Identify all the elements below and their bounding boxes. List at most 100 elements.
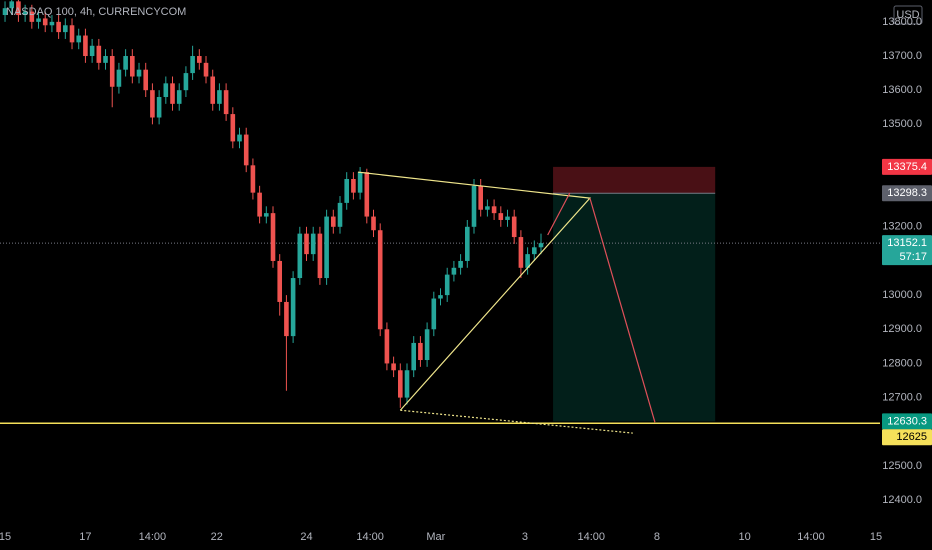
y-tick-label: 13000.0 bbox=[882, 289, 922, 301]
x-tick-label: 15 bbox=[870, 531, 882, 543]
candle-body bbox=[485, 206, 490, 210]
candle-body bbox=[404, 370, 410, 398]
y-tick-label: 12700.0 bbox=[882, 391, 922, 403]
candle-body bbox=[230, 114, 236, 142]
candle-body bbox=[136, 69, 142, 77]
candle-body bbox=[277, 260, 283, 302]
stop-zone bbox=[553, 166, 716, 194]
candle-body bbox=[451, 267, 457, 275]
candle-body bbox=[223, 90, 229, 115]
candle-body bbox=[203, 62, 209, 77]
x-tick-label: 14:00 bbox=[797, 531, 825, 543]
candle-body bbox=[478, 185, 484, 210]
candle-body bbox=[364, 172, 370, 217]
x-tick-label: 14:00 bbox=[356, 531, 384, 543]
candle-body bbox=[56, 21, 61, 33]
entry-price-label: 13298.3 bbox=[887, 187, 927, 199]
candle-body bbox=[444, 274, 450, 296]
candle-body bbox=[538, 243, 544, 248]
candle-body bbox=[89, 45, 95, 57]
x-tick-label: 22 bbox=[211, 531, 223, 543]
candle-body bbox=[83, 35, 88, 57]
candle-body bbox=[156, 97, 162, 118]
candle-body bbox=[150, 90, 155, 118]
candle-body bbox=[2, 8, 8, 16]
candle-body bbox=[331, 216, 336, 227]
stop-price-label: 13375.4 bbox=[887, 161, 927, 173]
y-tick-label: 13500.0 bbox=[882, 118, 922, 130]
candle-body bbox=[465, 226, 470, 261]
candle-body bbox=[384, 329, 390, 364]
candle-body bbox=[471, 185, 477, 227]
candle-body bbox=[377, 230, 383, 330]
x-tick-label: 15 bbox=[0, 531, 11, 543]
y-tick-label: 13800.0 bbox=[882, 16, 922, 28]
candle-body bbox=[163, 83, 169, 98]
candle-body bbox=[63, 25, 68, 33]
candle-body bbox=[183, 73, 189, 91]
x-tick-label: Mar bbox=[426, 531, 445, 543]
trend-drawing bbox=[400, 409, 633, 434]
candle-body bbox=[130, 56, 135, 77]
y-tick-label: 13600.0 bbox=[882, 84, 922, 96]
candle-body bbox=[284, 301, 289, 337]
candle-body bbox=[29, 11, 35, 22]
candle-body bbox=[505, 216, 510, 220]
x-tick-label: 8 bbox=[654, 531, 660, 543]
y-tick-label: 12500.0 bbox=[882, 460, 922, 472]
target-price-label: 12630.3 bbox=[887, 415, 927, 427]
candle-body bbox=[69, 25, 75, 43]
candle-body bbox=[491, 206, 497, 214]
candle-body bbox=[371, 216, 376, 231]
candle-body bbox=[290, 278, 296, 337]
candle-body bbox=[344, 178, 350, 203]
candle-body bbox=[103, 56, 108, 63]
y-tick-label: 12400.0 bbox=[882, 494, 922, 506]
x-tick-label: 14:00 bbox=[139, 531, 167, 543]
trend-drawing bbox=[589, 197, 656, 423]
candle-body bbox=[210, 76, 216, 104]
y-tick-label: 13700.0 bbox=[882, 50, 922, 62]
candle-body bbox=[170, 83, 175, 104]
candle-body bbox=[176, 90, 182, 104]
candle-body bbox=[431, 298, 437, 330]
candle-body bbox=[9, 1, 15, 9]
candle-body bbox=[351, 178, 356, 193]
candle-body bbox=[498, 213, 504, 220]
candle-body bbox=[123, 56, 128, 70]
x-tick-label: 3 bbox=[522, 531, 528, 543]
last-price-label: 13152.1 bbox=[887, 237, 927, 249]
candle-body bbox=[297, 233, 303, 279]
currency-button[interactable] bbox=[893, 5, 923, 25]
candle-body bbox=[257, 192, 262, 217]
entry-price-label-bg bbox=[882, 185, 932, 202]
candle-body bbox=[317, 233, 323, 279]
candle-body bbox=[304, 233, 309, 255]
candle-body bbox=[324, 216, 329, 279]
candle-body bbox=[237, 134, 242, 142]
candle-body bbox=[96, 45, 102, 63]
x-tick-label: 14:00 bbox=[577, 531, 605, 543]
candle-body bbox=[411, 342, 417, 371]
candle-body bbox=[518, 237, 524, 268]
stop-price-label-bg bbox=[882, 158, 932, 175]
candle-body bbox=[264, 213, 269, 217]
candle-body bbox=[525, 254, 530, 268]
y-tick-label: 12800.0 bbox=[882, 357, 922, 369]
countdown-label: 57:17 bbox=[899, 251, 927, 263]
candle-body bbox=[197, 56, 202, 63]
candle-body bbox=[337, 202, 343, 227]
last-price-label-bg bbox=[882, 235, 932, 266]
candle-body bbox=[143, 69, 149, 91]
candle-body bbox=[310, 233, 316, 255]
candle-body bbox=[217, 90, 222, 104]
x-tick-label: 17 bbox=[79, 531, 91, 543]
hline-price-label: 12625 bbox=[896, 431, 927, 443]
candle-body bbox=[36, 18, 41, 22]
hline-price-label-bg bbox=[882, 429, 932, 446]
candle-body bbox=[424, 329, 430, 361]
y-tick-label: 12900.0 bbox=[882, 323, 922, 335]
currency-label[interactable]: USD bbox=[896, 9, 919, 21]
